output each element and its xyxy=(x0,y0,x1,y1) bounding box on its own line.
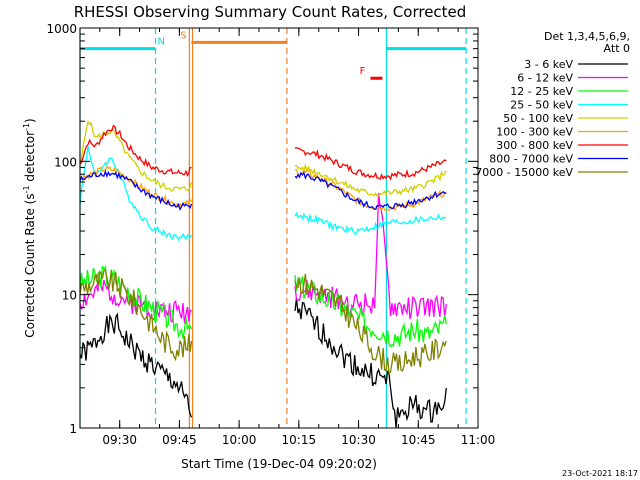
generation-timestamp: 23-Oct-2021 18:17 xyxy=(562,469,638,478)
series-line xyxy=(79,119,193,192)
x-tick-label: 10:00 xyxy=(222,433,257,447)
series-line xyxy=(294,147,447,181)
y-tick-label: 10 xyxy=(62,289,77,303)
legend-label: 300 - 800 keV xyxy=(496,139,573,152)
y-tick-label: 1 xyxy=(69,422,77,436)
series-line xyxy=(294,211,447,235)
legend-label: 25 - 50 keV xyxy=(510,99,573,112)
series-line xyxy=(294,274,447,349)
series-line xyxy=(294,192,447,320)
legend-label: 12 - 25 keV xyxy=(510,85,573,98)
x-tick-label: 11:00 xyxy=(461,433,496,447)
x-tick-label: 10:15 xyxy=(282,433,317,447)
flag-label: N xyxy=(158,37,165,48)
series-line xyxy=(79,269,193,362)
y-tick-label: 100 xyxy=(54,155,77,169)
legend-label: 100 - 300 keV xyxy=(496,126,573,139)
series-line xyxy=(294,273,447,375)
x-tick-label: 10:45 xyxy=(401,433,436,447)
flag-label: F xyxy=(360,66,366,77)
series-line xyxy=(79,124,192,177)
flag-label: S xyxy=(180,30,186,41)
y-axis-label: Corrected Count Rate (s-1 detector-1) xyxy=(22,118,37,337)
plot-frame xyxy=(79,27,479,429)
y-tick-label: 1000 xyxy=(46,22,77,36)
legend-label: 7000 - 15000 keV xyxy=(475,166,573,179)
series-lines xyxy=(79,119,447,428)
chart-title: RHESSI Observing Summary Count Rates, Co… xyxy=(74,3,467,21)
legend-label: 6 - 12 keV xyxy=(517,72,573,85)
x-axis-label: Start Time (19-Dec-04 09:20:02) xyxy=(181,457,377,471)
x-tick-label: 09:45 xyxy=(162,433,197,447)
series-line xyxy=(79,165,193,209)
series-line xyxy=(294,171,447,210)
legend-label: 800 - 7000 keV xyxy=(489,153,573,166)
series-line xyxy=(294,162,447,197)
x-tick-label: 10:30 xyxy=(341,433,376,447)
y-axis-ticks: 1 10 100 1000 xyxy=(46,22,478,436)
legend-header-line2: Att 0 xyxy=(604,42,630,55)
flag-bars: N S F xyxy=(80,30,467,80)
series-line xyxy=(79,312,193,418)
marker-lines xyxy=(79,28,467,428)
x-axis-ticks: 09:30 09:45 10:00 10:15 10:30 10:45 11:00 xyxy=(99,28,496,447)
x-tick-label: 09:30 xyxy=(102,433,137,447)
legend-label: 3 - 6 keV xyxy=(524,58,573,71)
legend-label: 50 - 100 keV xyxy=(503,112,573,125)
series-line xyxy=(79,169,193,212)
series-line xyxy=(294,298,447,428)
series-line xyxy=(79,146,193,242)
legend-header-line1: Det 1,3,4,5,6,9, xyxy=(544,30,630,43)
